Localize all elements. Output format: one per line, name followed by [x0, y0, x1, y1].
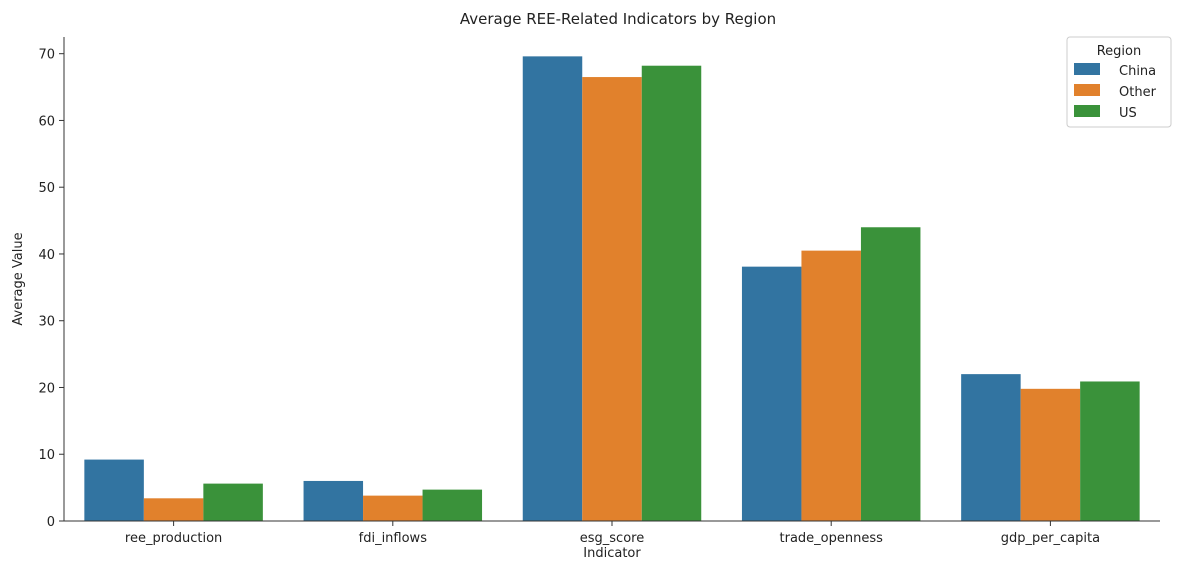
bar-china-ree_production	[84, 459, 144, 521]
bar-other-ree_production	[143, 498, 204, 521]
bar-china-trade_openness	[741, 266, 802, 521]
bar-other-esg_score	[582, 77, 642, 521]
x-axis-title: Indicator	[583, 546, 641, 561]
legend-swatch-other	[1074, 84, 1100, 96]
bar-other-gdp_per_capita	[1020, 388, 1081, 521]
chart-title: Average REE-Related Indicators by Region	[460, 10, 776, 28]
legend-title: Region	[1097, 44, 1142, 59]
bars-group	[84, 56, 1140, 522]
y-tick-label: 10	[38, 448, 55, 463]
y-tick-label: 50	[38, 181, 55, 196]
legend: Region China Other US	[1066, 36, 1172, 128]
y-axis-title: Average Value	[11, 232, 26, 325]
bar-us-esg_score	[641, 65, 702, 521]
y-axis-ticks: 0 10 20 30 40 50 60 70	[38, 48, 64, 530]
y-tick-label: 20	[38, 381, 55, 396]
x-tick-label: gdp_per_capita	[1001, 531, 1100, 546]
legend-label-us: US	[1119, 106, 1137, 121]
bar-us-trade_openness	[860, 227, 921, 521]
x-tick-label: fdi_inflows	[359, 531, 428, 546]
y-tick-label: 60	[38, 114, 55, 129]
legend-label-china: China	[1119, 64, 1156, 79]
legend-swatch-us	[1074, 105, 1100, 117]
bar-china-fdi_inflows	[303, 480, 364, 521]
bar-us-fdi_inflows	[422, 489, 483, 521]
x-axis-ticks: ree_production fdi_inflows esg_score trade_…	[125, 521, 1100, 546]
x-tick-label: esg_score	[580, 531, 644, 546]
legend-swatch-china	[1074, 63, 1100, 75]
bar-us-gdp_per_capita	[1080, 381, 1140, 521]
legend-items: China Other US	[1074, 63, 1157, 121]
bar-us-ree_production	[203, 483, 263, 521]
x-tick-label: ree_production	[125, 531, 222, 546]
y-tick-label: 30	[38, 315, 55, 330]
legend-label-other: Other	[1119, 85, 1157, 100]
y-tick-label: 70	[38, 48, 55, 63]
y-tick-label: 0	[47, 515, 55, 530]
x-tick-label: trade_openness	[780, 531, 884, 546]
bar-other-trade_openness	[801, 250, 861, 522]
bar-china-gdp_per_capita	[961, 374, 1021, 521]
bar-other-fdi_inflows	[363, 495, 423, 521]
legend-frame	[1066, 36, 1172, 128]
y-tick-label: 40	[38, 248, 55, 263]
bar-china-esg_score	[522, 56, 583, 522]
